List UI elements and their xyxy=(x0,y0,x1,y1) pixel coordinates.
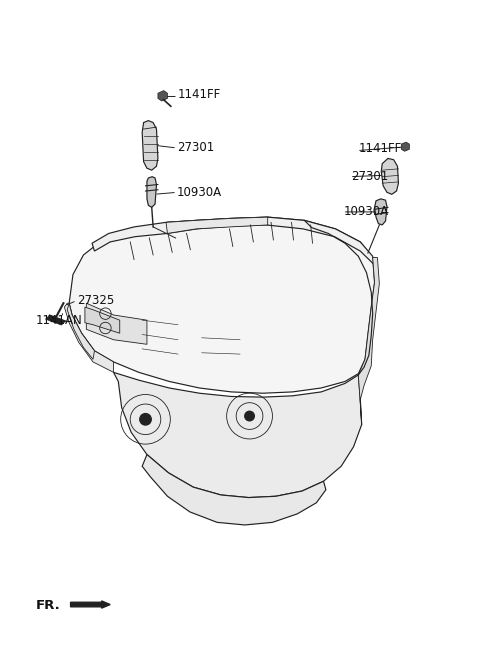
Polygon shape xyxy=(158,91,168,101)
Polygon shape xyxy=(86,303,147,344)
Polygon shape xyxy=(114,373,362,497)
Polygon shape xyxy=(92,220,197,251)
Text: 1141AN: 1141AN xyxy=(36,314,83,327)
Polygon shape xyxy=(69,217,374,393)
Polygon shape xyxy=(142,455,326,525)
Polygon shape xyxy=(359,258,379,424)
Text: 27301: 27301 xyxy=(177,142,214,155)
Polygon shape xyxy=(64,303,114,373)
Text: 1141FF: 1141FF xyxy=(178,88,221,101)
Polygon shape xyxy=(166,217,268,234)
Polygon shape xyxy=(85,307,120,333)
Polygon shape xyxy=(401,142,409,152)
Text: 27325: 27325 xyxy=(77,294,114,307)
Polygon shape xyxy=(196,217,373,264)
Polygon shape xyxy=(381,159,398,194)
Circle shape xyxy=(245,411,254,420)
Polygon shape xyxy=(374,199,387,225)
Circle shape xyxy=(140,413,151,425)
Text: FR.: FR. xyxy=(36,599,60,611)
Text: 1141FF: 1141FF xyxy=(359,142,402,155)
Text: 27301: 27301 xyxy=(351,170,388,183)
Text: 10930A: 10930A xyxy=(177,186,222,199)
Polygon shape xyxy=(67,303,95,359)
Polygon shape xyxy=(46,315,65,325)
FancyArrow shape xyxy=(71,601,110,608)
Polygon shape xyxy=(147,176,156,207)
Text: 10930A: 10930A xyxy=(344,205,389,218)
Polygon shape xyxy=(142,121,158,170)
